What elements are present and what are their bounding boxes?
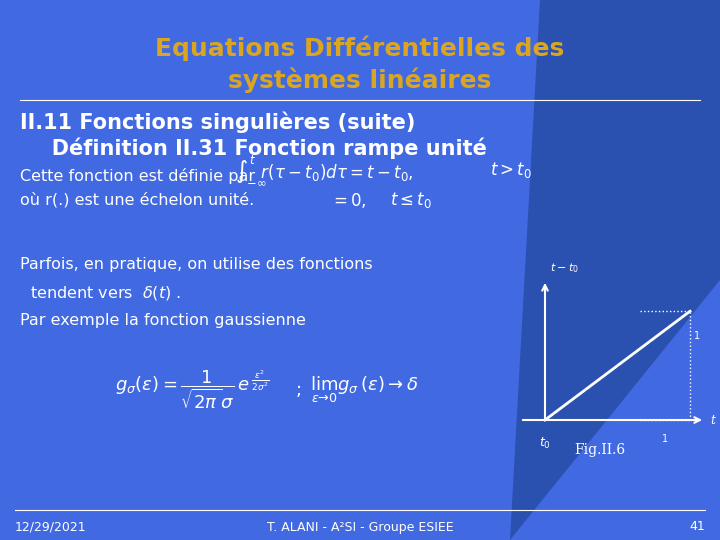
Text: II.11 Fonctions singulières (suite): II.11 Fonctions singulières (suite) [20, 111, 415, 133]
Text: t: t [710, 414, 715, 427]
Text: où r(.) est une échelon unité.: où r(.) est une échelon unité. [20, 192, 254, 208]
Text: Définition II.31 Fonction rampe unité: Définition II.31 Fonction rampe unité [30, 137, 487, 159]
Text: $= 0,$: $= 0,$ [330, 191, 366, 210]
Text: $g_\sigma(\varepsilon) = \dfrac{1}{\sqrt{2\pi\,}\sigma}\,e^{\,\frac{\varepsilon^: $g_\sigma(\varepsilon) = \dfrac{1}{\sqrt… [115, 369, 269, 411]
Text: $t_0$: $t_0$ [539, 436, 551, 451]
Text: $\int_{-\infty}^{t}\!\! r(\tau - t_0)d\tau = t - t_0,$: $\int_{-\infty}^{t}\!\! r(\tau - t_0)d\t… [235, 153, 414, 187]
Text: T. ALANI - A²SI - Groupe ESIEE: T. ALANI - A²SI - Groupe ESIEE [266, 521, 454, 534]
Text: tendent vers  $\delta(t)$ .: tendent vers $\delta(t)$ . [30, 284, 181, 302]
Text: Cette fonction est définie par: Cette fonction est définie par [20, 168, 255, 184]
Polygon shape [510, 0, 720, 540]
Text: 12/29/2021: 12/29/2021 [15, 521, 86, 534]
Text: Equations Différentielles des: Equations Différentielles des [156, 35, 564, 60]
Text: 1: 1 [694, 331, 700, 341]
Text: Parfois, en pratique, on utilise des fonctions: Parfois, en pratique, on utilise des fon… [20, 258, 373, 273]
Text: $\lim_{\varepsilon \to 0} g_\sigma(\varepsilon) \to \delta$: $\lim_{\varepsilon \to 0} g_\sigma(\vare… [310, 375, 418, 405]
Text: $t - t_0$: $t - t_0$ [550, 261, 579, 275]
Text: Par exemple la fonction gaussienne: Par exemple la fonction gaussienne [20, 314, 306, 328]
Text: 41: 41 [689, 521, 705, 534]
Text: $t \leq t_0$: $t \leq t_0$ [390, 190, 432, 210]
Text: 1: 1 [662, 434, 668, 444]
Text: $t > t_0$: $t > t_0$ [490, 160, 532, 180]
Text: $;$: $;$ [295, 381, 301, 399]
Text: systèmes linéaires: systèmes linéaires [228, 68, 492, 93]
Text: Fig.II.6: Fig.II.6 [575, 443, 626, 457]
